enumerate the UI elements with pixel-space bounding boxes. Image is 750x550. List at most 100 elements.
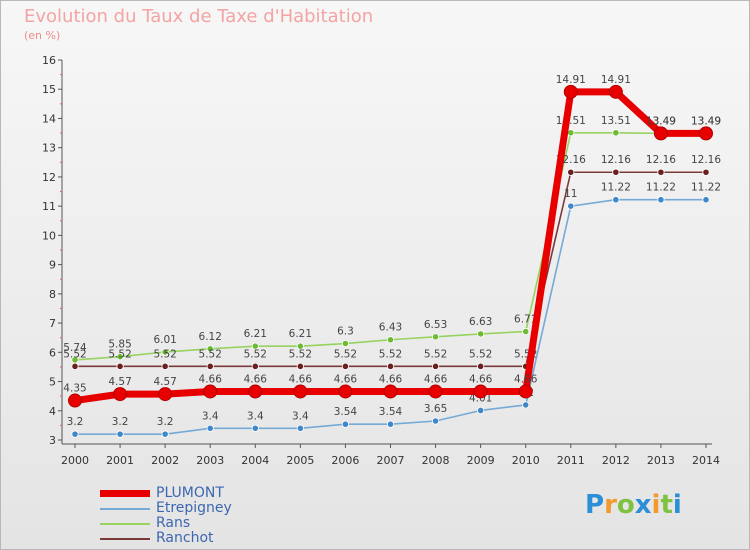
data-label: 5.52 [153, 348, 176, 360]
data-point [341, 362, 350, 370]
data-point [653, 126, 668, 141]
data-point [657, 168, 665, 176]
data-label: 5.85 [108, 339, 131, 351]
data-label: 12.16 [646, 154, 676, 166]
data-label: 5.52 [108, 348, 131, 360]
data-label: 11.22 [691, 182, 721, 194]
data-point [567, 168, 575, 176]
chart-legend: PLUMONT Etrepigney Rans Ranchot [100, 485, 360, 546]
data-point [477, 362, 485, 370]
data-label: 3.54 [334, 406, 358, 418]
data-point [428, 384, 443, 399]
data-label: 5.52 [334, 348, 357, 360]
data-label: 3.2 [157, 416, 174, 428]
legend-label: Etrepigney [156, 500, 232, 516]
y-tick-label: 10 [42, 229, 56, 242]
data-label: 13.51 [556, 115, 586, 127]
data-point [612, 168, 620, 176]
legend-swatch [100, 538, 150, 540]
chart-title: Evolution du Taux de Taxe d'Habitation [24, 6, 374, 27]
data-point [341, 420, 350, 428]
data-point [477, 406, 485, 415]
data-label: 13.49 [646, 115, 676, 127]
y-tick-label: 13 [42, 142, 56, 155]
data-label: 4.57 [153, 376, 176, 388]
data-label: 5.52 [244, 348, 267, 360]
data-point [251, 424, 259, 432]
data-label: 5.52 [469, 348, 492, 360]
data-label: 6.63 [469, 316, 492, 328]
data-label: 5.52 [199, 348, 222, 360]
legend-swatch [100, 523, 150, 525]
data-point [296, 424, 304, 432]
x-tick-label: 2014 [692, 454, 720, 467]
data-point [203, 384, 218, 399]
y-tick-label: 9 [49, 259, 56, 272]
data-point [612, 196, 620, 204]
y-tick-label: 5 [49, 376, 56, 389]
data-point [567, 129, 575, 137]
logo-letter: o [616, 490, 635, 520]
x-tick-label: 2010 [512, 454, 540, 467]
data-label: 3.2 [67, 416, 84, 428]
data-point [522, 401, 530, 409]
data-label: 3.4 [202, 410, 219, 422]
x-tick-label: 2008 [422, 454, 450, 467]
data-point [251, 362, 259, 370]
data-point [161, 362, 169, 370]
y-tick-label: 16 [42, 54, 56, 67]
logo-letter: x [634, 490, 652, 520]
data-label: 5.52 [63, 348, 86, 360]
legend-label: Rans [156, 515, 191, 531]
data-label: 3.4 [247, 410, 264, 422]
x-tick-label: 2013 [647, 454, 675, 467]
data-label: 11.22 [646, 182, 676, 194]
data-point [248, 384, 263, 399]
data-label: 6.3 [337, 326, 354, 338]
logo-letter: P [585, 490, 605, 520]
data-point [699, 126, 713, 141]
data-label: 4.66 [334, 373, 358, 385]
data-label: 11.22 [601, 182, 631, 194]
data-point [612, 129, 620, 137]
data-label: 4.57 [108, 376, 131, 388]
data-label: 5.52 [424, 348, 447, 360]
data-label: 6.71 [514, 314, 537, 326]
legend-item: Rans [100, 515, 360, 531]
data-point [161, 430, 169, 438]
data-point [608, 84, 623, 99]
data-point [293, 384, 308, 399]
legend-item: Ranchot [100, 530, 360, 546]
data-point [161, 348, 169, 356]
data-label: 14.91 [601, 74, 631, 86]
data-label: 3.2 [112, 416, 129, 428]
data-label: 3.54 [379, 406, 403, 418]
data-label: 12.16 [691, 154, 721, 166]
y-tick-label: 6 [49, 346, 56, 359]
x-tick-label: 2006 [331, 454, 359, 467]
y-tick-label: 3 [49, 434, 56, 447]
data-point [386, 420, 395, 428]
y-tick-label: 7 [49, 317, 56, 330]
data-label: 6.01 [153, 334, 176, 346]
data-point [338, 384, 353, 399]
data-point [702, 196, 710, 204]
x-tick-label: 2000 [61, 454, 89, 467]
legend-item: PLUMONT [100, 485, 360, 501]
x-tick-label: 2005 [286, 454, 314, 467]
data-label: 5.52 [379, 348, 402, 360]
data-label: 13.49 [691, 115, 721, 127]
data-label: 4.66 [244, 373, 268, 385]
data-point [386, 336, 395, 344]
data-point [431, 417, 440, 425]
legend-label: PLUMONT [156, 485, 224, 501]
data-label: 4.66 [424, 373, 448, 385]
data-label: 4.66 [199, 373, 223, 385]
data-label: 3.4 [292, 410, 309, 422]
data-point [206, 424, 214, 432]
data-label: 4.66 [289, 373, 313, 385]
data-label: 5.52 [289, 348, 312, 360]
data-point [386, 362, 395, 370]
